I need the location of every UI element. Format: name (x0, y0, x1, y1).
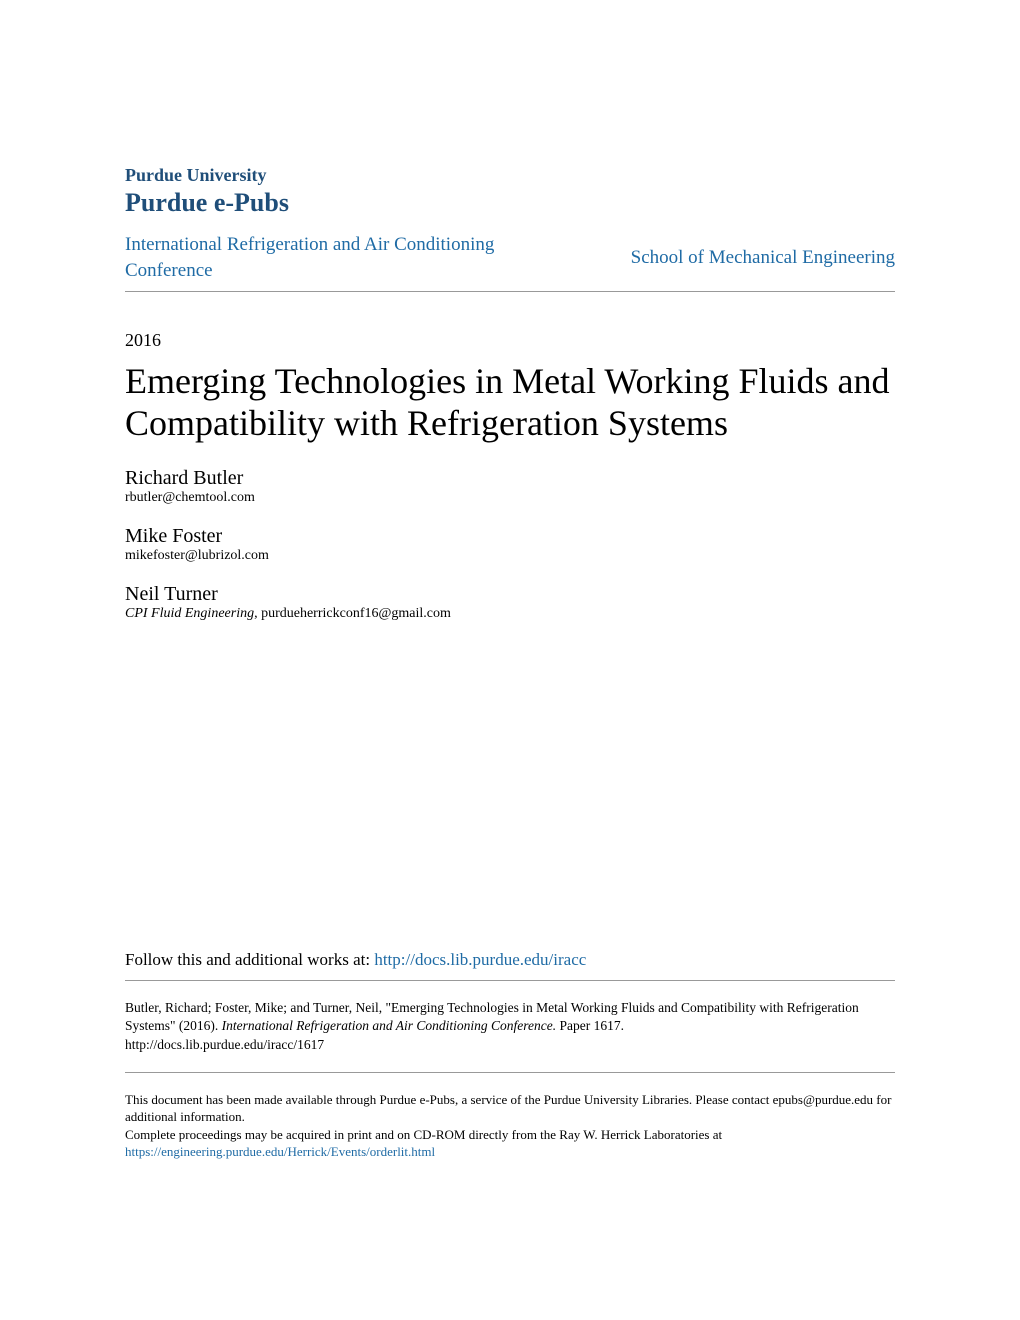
publication-year: 2016 (125, 330, 895, 351)
footer-note: This document has been made available th… (125, 1091, 895, 1161)
author-email: mikefoster@lubrizol.com (125, 548, 895, 564)
citation-block: Butler, Richard; Foster, Mike; and Turne… (125, 999, 895, 1073)
paper-title: Emerging Technologies in Metal Working F… (125, 361, 895, 444)
author-affiliation: CPI Fluid Engineering, purdueherrickconf… (125, 606, 895, 622)
follow-link[interactable]: http://docs.lib.purdue.edu/iracc (374, 950, 586, 969)
footer-line2: Complete proceedings may be acquired in … (125, 1126, 895, 1161)
author-block: Richard Butler rbutler@chemtool.com (125, 466, 895, 506)
citation-url: http://docs.lib.purdue.edu/iracc/1617 (125, 1037, 324, 1052)
author-org: CPI Fluid Engineering (125, 606, 254, 621)
footer-line1: This document has been made available th… (125, 1091, 895, 1126)
author-email: purdueherrickconf16@gmail.com (261, 606, 451, 621)
author-email: rbutler@chemtool.com (125, 490, 895, 506)
author-name: Mike Foster (125, 524, 895, 548)
proceedings-link[interactable]: https://engineering.purdue.edu/Herrick/E… (125, 1144, 435, 1159)
citation-journal: International Refrigeration and Air Cond… (222, 1018, 560, 1033)
citation-paper-ref: Paper 1617. (560, 1018, 625, 1033)
author-block: Neil Turner CPI Fluid Engineering, purdu… (125, 582, 895, 622)
school-link[interactable]: School of Mechanical Engineering (631, 247, 895, 269)
author-block: Mike Foster mikefoster@lubrizol.com (125, 524, 895, 564)
university-name: Purdue University (125, 165, 895, 186)
footer-line2-prefix: Complete proceedings may be acquired in … (125, 1127, 722, 1142)
header-links-row: International Refrigeration and Air Cond… (125, 232, 895, 292)
repository-name[interactable]: Purdue e-Pubs (125, 188, 895, 218)
spacer (125, 640, 895, 950)
conference-link[interactable]: International Refrigeration and Air Cond… (125, 232, 545, 283)
follow-text: Follow this and additional works at: (125, 950, 374, 969)
follow-line: Follow this and additional works at: htt… (125, 950, 895, 981)
author-name: Richard Butler (125, 466, 895, 490)
author-name: Neil Turner (125, 582, 895, 606)
